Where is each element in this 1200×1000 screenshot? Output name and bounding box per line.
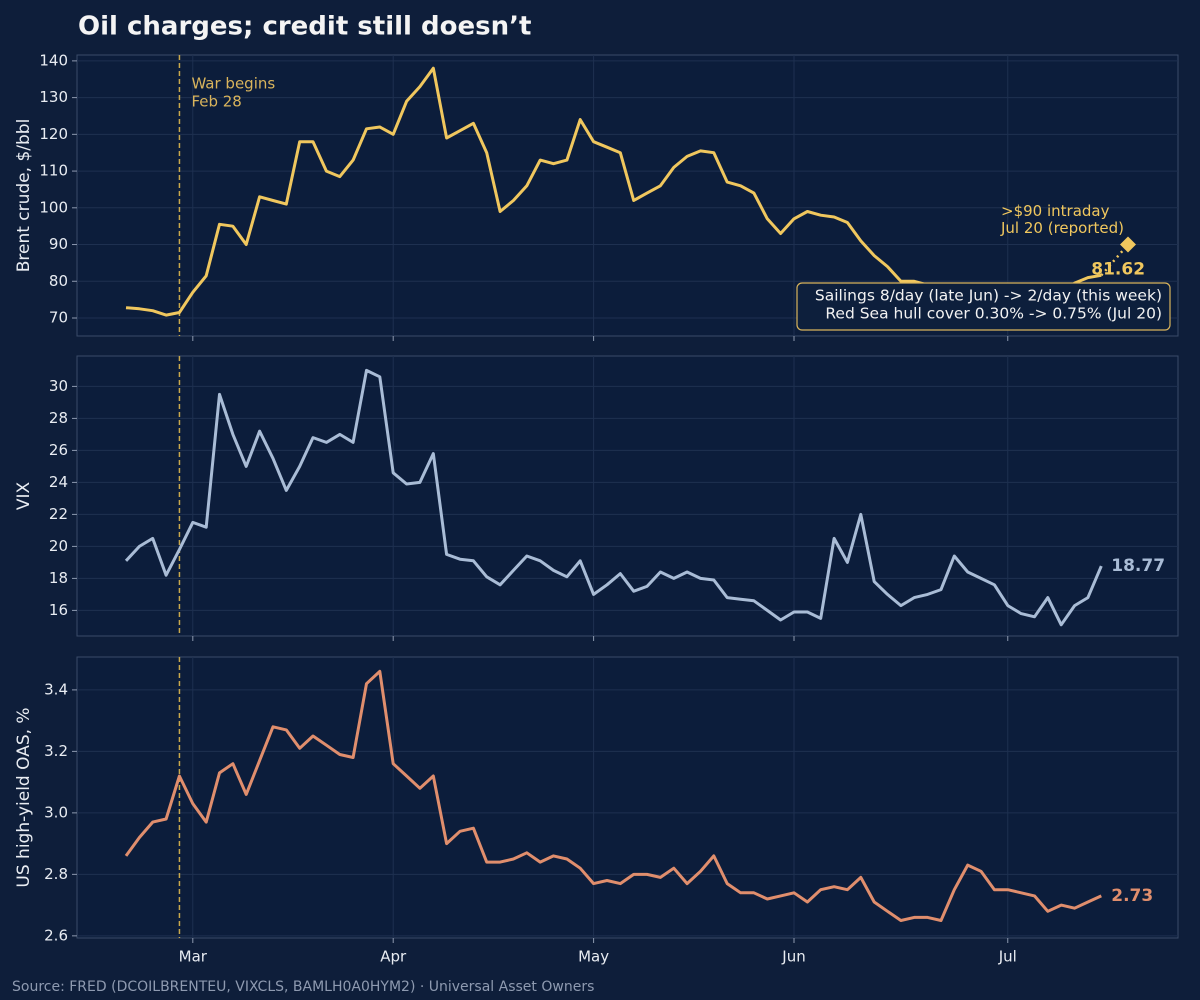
x-tick-label: Apr	[380, 948, 407, 966]
y-tick-label: 2.8	[44, 865, 68, 883]
y-tick-label: 20	[49, 537, 68, 555]
y-tick-label: 2.6	[44, 926, 68, 944]
y-tick-label: 80	[49, 272, 68, 290]
event-label: Feb 28	[191, 93, 241, 111]
y-tick-label: 30	[49, 377, 68, 395]
note-box	[796, 282, 1171, 331]
panel	[76, 656, 1179, 939]
y-tick-label: 28	[49, 409, 68, 427]
series-line	[124, 669, 1102, 922]
y-tick-label: 100	[39, 198, 68, 216]
y-tick-label: 24	[49, 473, 68, 491]
reported-marker	[1120, 236, 1136, 253]
series-line	[124, 368, 1103, 627]
event-label: War begins	[191, 75, 275, 93]
y-axis-label: US high-yield OAS, %	[14, 707, 34, 887]
y-axis-label: Brent crude, $/bbl	[14, 119, 34, 273]
y-tick-label: 110	[39, 162, 68, 180]
reported-link	[1100, 243, 1129, 277]
y-tick-label: 120	[39, 125, 68, 143]
value-label: 2.73	[1111, 886, 1153, 906]
value-label: 81.62	[1091, 259, 1145, 279]
panel	[76, 355, 1179, 637]
note-text: Sailings 8/day (late Jun) -> 2/day (this…	[815, 287, 1162, 305]
y-tick-label: 3.0	[44, 803, 68, 821]
y-tick-label: 70	[49, 309, 68, 327]
x-tick-label: May	[578, 948, 609, 966]
value-label: 18.77	[1111, 556, 1165, 576]
y-tick-label: 90	[49, 235, 68, 253]
reported-label: Jul 20 (reported)	[1000, 219, 1124, 237]
y-tick-label: 22	[49, 505, 68, 523]
y-tick-label: 16	[49, 601, 68, 619]
x-tick-label: Jun	[781, 948, 805, 966]
y-tick-label: 130	[39, 88, 68, 106]
note-text: Red Sea hull cover 0.30% -> 0.75% (Jul 2…	[825, 305, 1162, 323]
x-tick-label: Mar	[179, 948, 208, 966]
y-tick-label: 3.2	[44, 742, 68, 760]
y-tick-label: 3.4	[44, 680, 68, 698]
y-tick-label: 140	[39, 51, 68, 69]
y-axis-label: VIX	[14, 482, 34, 511]
y-tick-label: 26	[49, 441, 68, 459]
source: Source: FRED (DCOILBRENTEU, VIXCLS, BAML…	[12, 979, 594, 995]
reported-label: >$90 intraday	[1001, 202, 1110, 220]
y-tick-label: 18	[49, 569, 68, 587]
page-title: Oil charges; credit still doesn’t	[78, 12, 531, 42]
x-tick-label: Jul	[998, 948, 1017, 966]
